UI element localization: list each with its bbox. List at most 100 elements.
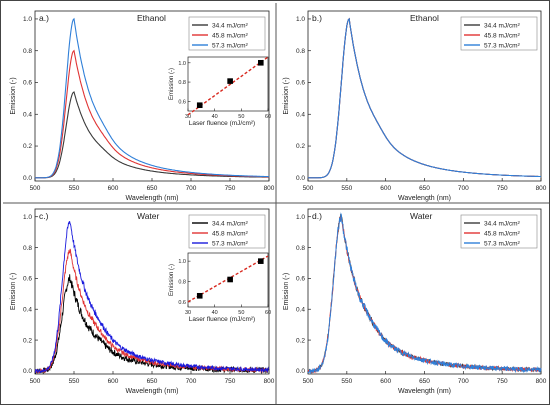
panel-title: Ethanol	[137, 13, 166, 23]
inset-y-tick-label: 0.8	[178, 80, 186, 86]
inset-data-point	[258, 258, 264, 264]
y-tick-label: 0.6	[23, 80, 32, 87]
x-axis-label: Wavelength (nm)	[125, 388, 178, 395]
y-tick-label: 1.0	[23, 214, 32, 221]
inset-data-point	[196, 292, 203, 299]
x-tick-label: 500	[30, 378, 41, 385]
legend-entry: 45.8 mJ/cm²	[212, 231, 249, 238]
panel-label: d.)	[312, 211, 322, 221]
inset-data-point	[196, 102, 203, 109]
x-tick-label: 800	[536, 378, 547, 385]
x-axis-label: Wavelength (nm)	[125, 195, 178, 202]
inset-plot: 30 40 50 60 0.6 0.8 1.0 Laser fluence (mJ/cm²) E…	[169, 56, 271, 127]
inset-y-axis-label: Emission (-)	[169, 68, 175, 100]
legend-entry: 57.3 mJ/cm²	[212, 241, 249, 248]
y-tick-label: 0.6	[296, 80, 305, 87]
x-tick-label: 550	[69, 378, 80, 385]
legend-entry: 45.8 mJ/cm²	[484, 33, 521, 40]
x-tick-label: 550	[341, 185, 352, 192]
series-line-3	[34, 220, 270, 374]
x-tick-label: 750	[225, 378, 236, 385]
panel-c: 500 550 600 650 700 750 800 0.0 0.2 0.4 0.6 0.8 1.0 W…	[10, 208, 275, 395]
y-tick-label: 0.2	[296, 143, 305, 150]
inset-y-axis-label: Emission (-)	[169, 264, 175, 296]
x-tick-label: 650	[147, 378, 158, 385]
y-axis-label: Emission (-)	[283, 77, 290, 114]
panel-b: 500 550 600 650 700 750 800 0.0 0.2 0.4 0.6 0.8 1.0 W…	[283, 10, 547, 202]
y-tick-label: 0.0	[23, 368, 32, 375]
y-tick-label: 1.0	[296, 16, 305, 23]
inset-x-tick-label: 30	[185, 310, 191, 316]
y-tick-label: 0.6	[296, 276, 305, 283]
y-tick-label: 0.4	[296, 306, 305, 313]
x-tick-label: 550	[341, 378, 352, 385]
inset-x-tick-label: 50	[238, 114, 244, 120]
y-tick-label: 0.4	[23, 306, 32, 313]
series-line-3	[35, 17, 269, 179]
inset-y-tick-label: 0.6	[178, 99, 186, 105]
y-tick-label: 0.0	[296, 175, 305, 182]
x-tick-label: 750	[497, 185, 508, 192]
series-line-3	[308, 17, 541, 179]
y-tick-label: 0.4	[23, 111, 32, 118]
legend-entry: 34.4 mJ/cm²	[212, 23, 249, 30]
y-axis-label: Emission (-)	[10, 273, 17, 310]
series-line-2	[35, 49, 269, 179]
inset-y-tick-label: 1.0	[178, 259, 186, 265]
y-tick-label: 0.8	[296, 48, 305, 55]
inset-x-tick-label: 50	[238, 310, 244, 316]
panel-label: b.)	[312, 13, 322, 23]
x-tick-label: 650	[419, 185, 430, 192]
legend-entry: 57.3 mJ/cm²	[484, 241, 521, 248]
x-tick-label: 600	[108, 185, 119, 192]
y-tick-label: 1.0	[296, 214, 305, 221]
y-tick-label: 0.4	[296, 111, 305, 118]
x-tick-label: 700	[458, 378, 469, 385]
x-tick-label: 600	[380, 378, 391, 385]
panel-title: Water	[137, 211, 160, 221]
x-tick-label: 500	[303, 185, 314, 192]
y-tick-label: 1.0	[23, 16, 32, 23]
x-tick-label: 800	[264, 185, 275, 192]
inset-x-axis-label: Laser fluence (mJ/cm²)	[189, 120, 255, 127]
inset-data-point	[227, 78, 233, 84]
inset-data-point	[227, 276, 233, 283]
panel-label: a.)	[39, 13, 49, 23]
x-tick-label: 700	[186, 378, 197, 385]
legend-entry: 34.4 mJ/cm²	[212, 221, 249, 228]
legend-entry: 45.8 mJ/cm²	[484, 231, 521, 238]
inset-y-tick-label: 0.8	[178, 280, 186, 286]
panel-label: c.)	[39, 211, 49, 221]
x-tick-label: 500	[30, 185, 41, 192]
x-tick-label: 800	[264, 378, 275, 385]
x-tick-label: 800	[536, 185, 547, 192]
inset-x-tick-label: 60	[265, 114, 271, 120]
y-tick-label: 0.2	[296, 337, 305, 344]
y-tick-label: 0.6	[23, 276, 32, 283]
legend-entry: 57.3 mJ/cm²	[212, 43, 249, 50]
y-axis-label: Emission (-)	[10, 77, 17, 114]
legend-entry: 34.4 mJ/cm²	[484, 221, 521, 228]
panel-a: 500 550 600 650 700 750 800 0.0 0.2 0.4 0.6 0.8 1.0 W…	[10, 10, 275, 202]
x-tick-label: 650	[147, 185, 158, 192]
legend-entry: 45.8 mJ/cm²	[212, 33, 249, 40]
inset-x-tick-label: 40	[212, 310, 218, 316]
panel-title: Water	[410, 211, 433, 221]
series-line-1	[35, 91, 269, 179]
x-tick-label: 700	[186, 185, 197, 192]
x-axis-label: Wavelength (nm)	[398, 388, 451, 395]
y-tick-label: 0.2	[23, 337, 32, 344]
panel-d: 500 550 600 650 700 750 800 0.0 0.2 0.4 0.6 0.8 1.0 W…	[283, 208, 547, 395]
panel-title: Ethanol	[410, 13, 439, 23]
inset-x-tick-label: 40	[212, 114, 218, 120]
inset-y-tick-label: 0.6	[178, 300, 186, 306]
x-tick-label: 600	[108, 378, 119, 385]
y-tick-label: 0.8	[296, 245, 305, 252]
x-tick-label: 550	[69, 185, 80, 192]
y-tick-label: 0.0	[296, 368, 305, 375]
inset-x-tick-label: 60	[265, 310, 271, 316]
inset-x-tick-label: 30	[185, 114, 191, 120]
x-tick-label: 750	[497, 378, 508, 385]
x-tick-label: 500	[303, 378, 314, 385]
x-tick-label: 650	[419, 378, 430, 385]
